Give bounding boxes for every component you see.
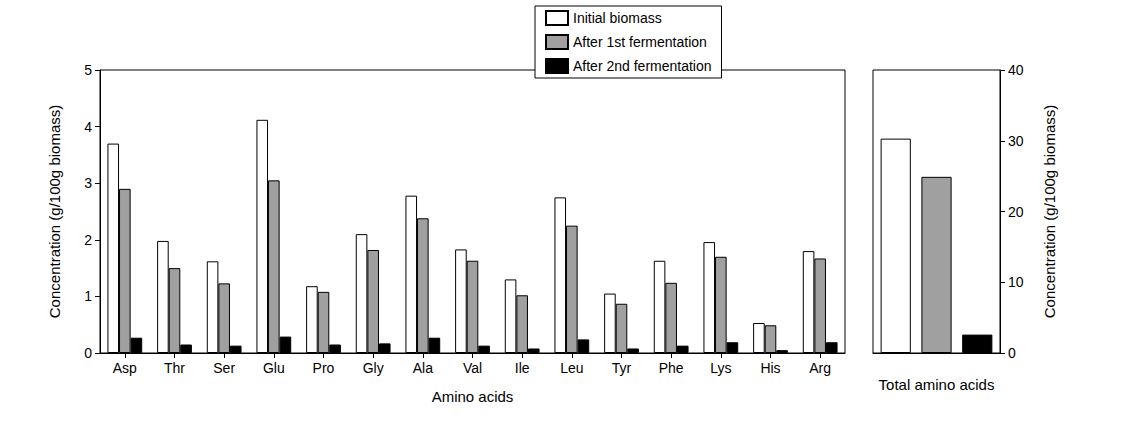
svg-text:Initial biomass: Initial biomass [573, 10, 662, 26]
svg-text:20: 20 [1008, 204, 1024, 220]
svg-text:Gly: Gly [363, 360, 384, 376]
svg-text:Thr: Thr [164, 360, 185, 376]
svg-text:After 2nd fermentation: After 2nd fermentation [573, 58, 712, 74]
svg-text:After 1st fermentation: After 1st fermentation [573, 34, 707, 50]
svg-text:Ile: Ile [515, 360, 530, 376]
svg-text:30: 30 [1008, 133, 1024, 149]
svg-text:Asp: Asp [113, 360, 137, 376]
svg-text:3: 3 [84, 175, 92, 191]
svg-text:4: 4 [84, 119, 92, 135]
svg-text:0: 0 [84, 345, 92, 361]
svg-text:2: 2 [84, 232, 92, 248]
svg-text:1: 1 [84, 288, 92, 304]
svg-text:Ser: Ser [213, 360, 235, 376]
svg-text:Concentration (g/100g biomass): Concentration (g/100g biomass) [1041, 105, 1058, 318]
svg-text:40: 40 [1008, 62, 1024, 78]
svg-text:Concentration (g/100g biomass): Concentration (g/100g biomass) [46, 105, 63, 318]
svg-text:His: His [760, 360, 780, 376]
svg-text:Amino acids: Amino acids [432, 388, 514, 405]
svg-text:10: 10 [1008, 274, 1024, 290]
svg-text:Val: Val [463, 360, 482, 376]
svg-text:Tyr: Tyr [612, 360, 632, 376]
svg-text:Phe: Phe [659, 360, 684, 376]
svg-text:0: 0 [1008, 345, 1016, 361]
svg-text:Leu: Leu [560, 360, 583, 376]
svg-text:Arg: Arg [809, 360, 831, 376]
svg-text:Pro: Pro [313, 360, 335, 376]
svg-text:5: 5 [84, 62, 92, 78]
svg-text:Glu: Glu [263, 360, 285, 376]
svg-text:Total amino acids: Total amino acids [879, 376, 995, 393]
svg-text:Lys: Lys [710, 360, 731, 376]
svg-text:Ala: Ala [413, 360, 433, 376]
